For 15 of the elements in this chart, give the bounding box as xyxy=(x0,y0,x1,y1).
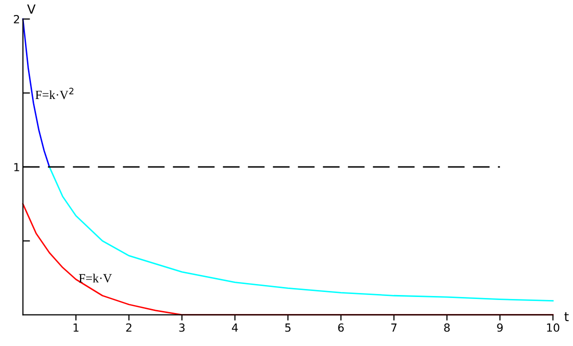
x-axis-title: t xyxy=(564,312,569,322)
x-tick-label: 9 xyxy=(497,323,503,332)
x-tick-label: 3 xyxy=(179,323,185,332)
annotation: F=k·V$^{2}$ xyxy=(35,88,74,100)
annotation: F=k·V xyxy=(78,274,112,283)
x-tick-label: 7 xyxy=(391,324,397,332)
x-tick-label: 1 xyxy=(74,324,78,332)
x-tick-label: 5 xyxy=(285,324,290,332)
y-axis-title: V xyxy=(27,4,36,14)
x-tick-label: 10 xyxy=(547,323,560,332)
line-series xyxy=(48,166,554,302)
x-tick-label: 8 xyxy=(444,323,450,332)
x-tick-label: 6 xyxy=(338,323,344,332)
x-tick-label: 2 xyxy=(126,323,132,332)
x-tick-label: 4 xyxy=(232,324,238,332)
